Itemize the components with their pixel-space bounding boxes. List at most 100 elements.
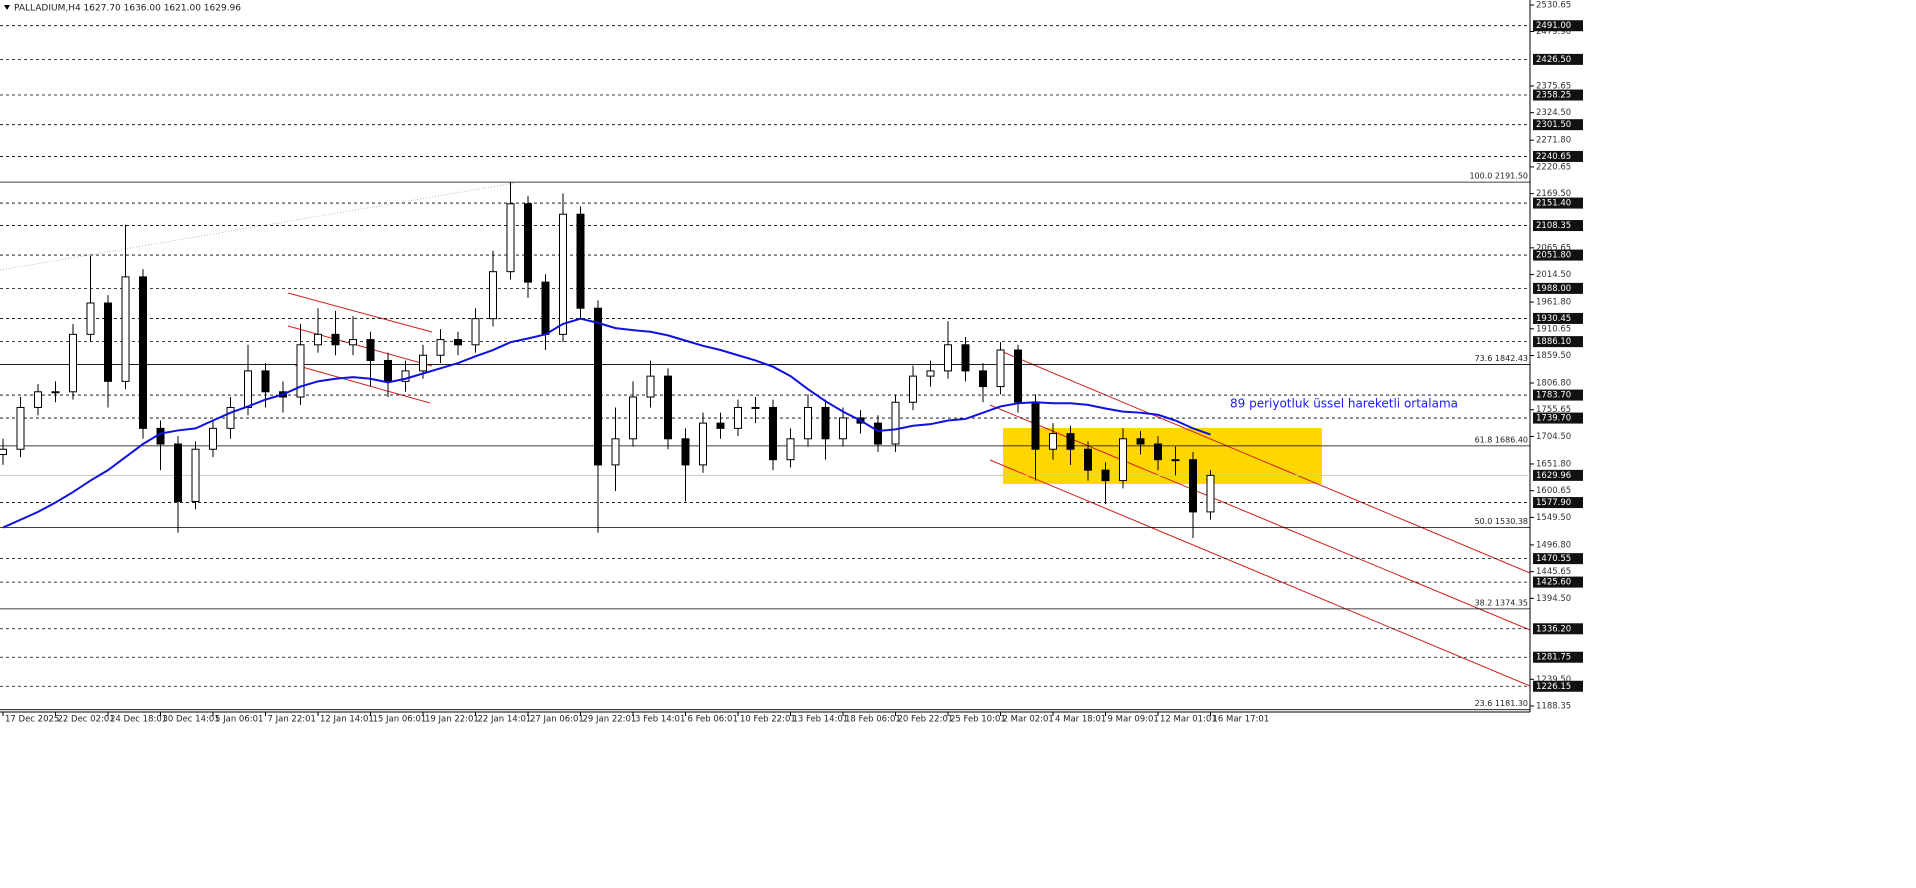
candle-body: [331, 333, 340, 346]
candle-body: [1206, 474, 1215, 513]
level-label: 2426.50: [1536, 55, 1571, 65]
level-label: 2240.65: [1536, 152, 1571, 162]
level-box: [1533, 623, 1583, 635]
level-label: 2051.80: [1536, 251, 1571, 261]
x-tick-label: 10 Feb 22:01: [740, 715, 796, 725]
channel-line: [294, 364, 431, 404]
candle-body: [506, 203, 515, 273]
level-label: 2108.35: [1536, 221, 1571, 231]
x-tick-label: 3 Feb 14:01: [635, 715, 685, 725]
x-tick-label: 30 Dec 14:01: [163, 715, 220, 725]
candle-body: [226, 406, 235, 429]
channel-line: [1002, 351, 1531, 574]
level-box: [1533, 197, 1583, 209]
fib-label: 100.0 2191.50: [1469, 172, 1528, 181]
y-tick-label: 2530.65: [1536, 1, 1571, 11]
y-tick-label: 2169.50: [1536, 189, 1571, 199]
level-label: 1577.90: [1536, 498, 1571, 508]
candle-body: [716, 422, 725, 429]
candle-body: [86, 302, 95, 335]
candle-body: [734, 406, 742, 429]
x-tick-label: 6 Feb 06:01: [688, 715, 738, 725]
candle-body: [349, 339, 357, 346]
candle-body: [1031, 401, 1040, 450]
y-tick-label: 1806.80: [1536, 379, 1571, 389]
level-label: 2491.00: [1536, 21, 1571, 31]
x-tick-label: 16 Mar 17:01: [1213, 715, 1270, 725]
candle-body: [401, 370, 410, 382]
fib-label: 38.2 1374.35: [1475, 598, 1528, 607]
candle-body: [366, 339, 375, 361]
level-box: [1533, 312, 1583, 324]
candle-body: [436, 339, 445, 356]
x-tick-label: 9 Mar 09:01: [1108, 715, 1159, 725]
trend-line: [0, 182, 516, 271]
candle-body: [839, 417, 847, 440]
x-tick-label: 25 Feb 10:01: [950, 715, 1006, 725]
channel: [287, 292, 1531, 687]
level-label: 1739.70: [1536, 414, 1571, 424]
y-tick-label: 2375.65: [1536, 81, 1571, 91]
candle-body: [296, 344, 305, 398]
level-box: [1533, 412, 1583, 424]
level-box: [1533, 119, 1583, 131]
x-tick-label: 7 Jan 22:01: [268, 715, 316, 725]
x-tick-label: 15 Jan 06:01: [373, 715, 427, 725]
candle-body: [489, 271, 497, 320]
x-tick-label: 5 Jan 06:01: [215, 715, 263, 725]
candle-body: [51, 391, 60, 394]
candle-body: [16, 406, 25, 450]
y-tick-label: 1239.50: [1536, 675, 1571, 685]
candle-body: [1136, 438, 1145, 445]
level-box: [1533, 497, 1583, 509]
candle-body: [559, 213, 567, 335]
x-tick-label: 12 Mar 01:01: [1160, 715, 1217, 725]
y-tick-label: 1600.65: [1536, 486, 1571, 496]
level-box: [1533, 53, 1583, 65]
candle-body: [69, 333, 77, 393]
level-box: [1533, 680, 1583, 692]
channel-line: [989, 459, 1531, 687]
x-tick-label: 20 Feb 22:01: [898, 715, 954, 725]
candle-body: [1189, 459, 1197, 513]
candle-body: [804, 406, 812, 440]
level-label: 1470.55: [1536, 554, 1571, 564]
level-label: 1783.70: [1536, 391, 1571, 401]
level-box: [1533, 553, 1583, 565]
candle-body: [1084, 448, 1092, 471]
candle-body: [576, 213, 585, 309]
candle-body: [1154, 443, 1162, 461]
x-tick-label: 22 Jan 14:01: [478, 715, 532, 725]
candle-body: [1049, 433, 1057, 450]
level-box: [1533, 651, 1583, 663]
channel-line: [287, 292, 433, 333]
channel-line: [287, 325, 433, 367]
candle-body: [1119, 438, 1127, 482]
candle-body: [1066, 433, 1075, 450]
candle-body: [944, 344, 952, 372]
candle-body: [751, 406, 760, 409]
y-tick-label: 1496.80: [1536, 540, 1571, 550]
x-tick-label: 29 Jan 22:01: [583, 715, 637, 725]
level-box: [1533, 20, 1583, 32]
level-box: [1533, 282, 1583, 294]
channel-line: [989, 404, 1531, 631]
candle-body: [996, 349, 1005, 388]
candle-body: [926, 370, 935, 377]
candle-body: [594, 307, 602, 466]
level-box: [1533, 249, 1583, 261]
candle-body: [384, 359, 392, 382]
y-tick-label: 1188.35: [1536, 702, 1571, 712]
x-tick-label: 19 Jan 22:01: [425, 715, 479, 725]
level-label: 2151.40: [1536, 199, 1571, 209]
candle-body: [961, 344, 970, 372]
price-box: [1533, 469, 1583, 481]
candle-body: [681, 438, 690, 466]
y-tick-label: 1394.50: [1536, 594, 1571, 604]
y-tick-label: 2014.50: [1536, 270, 1571, 280]
candle-body: [454, 339, 462, 346]
x-tick-label: 2 Mar 02:01: [1003, 715, 1054, 725]
candle-body: [34, 391, 42, 408]
y-tick-label: 2479.90: [1536, 27, 1571, 37]
y-tick-label: 2324.50: [1536, 108, 1571, 118]
